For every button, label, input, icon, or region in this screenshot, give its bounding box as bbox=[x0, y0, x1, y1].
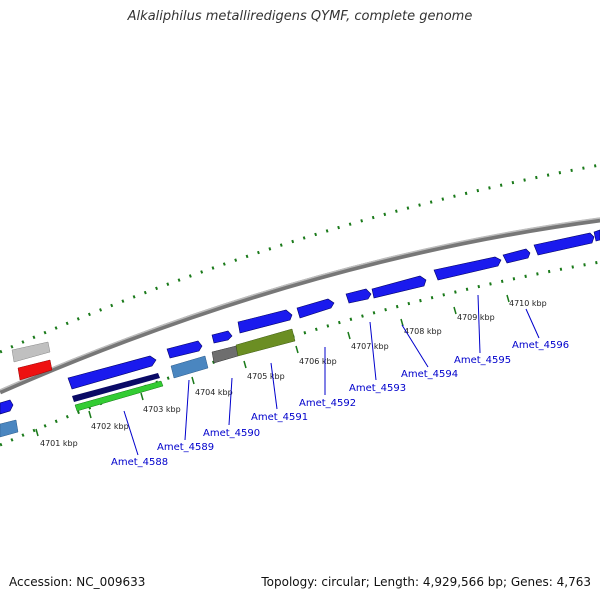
gene-label[interactable]: Amet_4590 bbox=[203, 428, 260, 439]
scale-label: 4708 kbp bbox=[404, 327, 442, 336]
gene-arrow[interactable] bbox=[433, 256, 502, 281]
gene-arrow[interactable] bbox=[593, 229, 600, 242]
gene-arrow[interactable] bbox=[502, 248, 531, 264]
gene-label[interactable]: Amet_4588 bbox=[111, 457, 168, 468]
scale-label: 4710 kbp bbox=[509, 299, 547, 308]
gene-leader-lines bbox=[123, 294, 540, 456]
gene-arrow[interactable] bbox=[0, 419, 19, 438]
gene-arrow[interactable] bbox=[11, 341, 51, 363]
gene-arrow[interactable] bbox=[72, 373, 160, 402]
scale-label: 4702 kbp bbox=[91, 422, 129, 431]
map-title: Alkaliphilus metalliredigens QYMF, compl… bbox=[127, 9, 473, 24]
scale-ticks bbox=[35, 294, 510, 437]
gene-label[interactable]: Amet_4593 bbox=[349, 383, 406, 394]
gene-arrow[interactable] bbox=[74, 380, 164, 412]
gene-arrow[interactable] bbox=[371, 275, 427, 299]
gene-arrow[interactable] bbox=[296, 298, 335, 319]
genome-backbone-highlight bbox=[0, 217, 600, 391]
scale-label: 4703 kbp bbox=[143, 405, 181, 414]
gene-arrow[interactable] bbox=[17, 359, 53, 381]
gene-label[interactable]: Amet_4595 bbox=[454, 355, 511, 366]
scale-label: 4709 kbp bbox=[457, 313, 495, 322]
gene-arrow[interactable] bbox=[235, 328, 296, 357]
accession-text: Accession: NC_009633 bbox=[9, 575, 146, 589]
genome-summary-text: Topology: circular; Length: 4,929,566 bp… bbox=[261, 575, 591, 589]
gene-arrow[interactable] bbox=[0, 399, 14, 415]
scale-label: 4704 kbp bbox=[195, 388, 233, 397]
scale-label: 4707 kbp bbox=[351, 342, 389, 351]
gene-arrow[interactable] bbox=[67, 355, 157, 390]
scale-labels: 4701 kbp 4702 kbp 4703 kbp 4704 kbp 4705… bbox=[40, 299, 547, 448]
gene-arrow[interactable] bbox=[237, 309, 293, 334]
gene-arrow[interactable] bbox=[345, 288, 372, 304]
gene-labels: Amet_4588 Amet_4589 Amet_4590 Amet_4591 … bbox=[111, 340, 569, 468]
gene-arrow[interactable] bbox=[211, 330, 233, 344]
genome-backbone bbox=[0, 217, 600, 395]
gene-arrow[interactable] bbox=[166, 340, 203, 359]
gene-arrow[interactable] bbox=[170, 355, 209, 379]
gene-label[interactable]: Amet_4591 bbox=[251, 412, 308, 423]
gene-arrow[interactable] bbox=[211, 345, 239, 364]
gene-arrow[interactable] bbox=[533, 232, 595, 256]
scale-label: 4706 kbp bbox=[299, 357, 337, 366]
gene-label[interactable]: Amet_4594 bbox=[401, 369, 458, 380]
feature-tracks bbox=[0, 328, 296, 438]
forward-strand-genes bbox=[0, 229, 600, 415]
gene-label[interactable]: Amet_4596 bbox=[512, 340, 569, 351]
gene-label[interactable]: Amet_4592 bbox=[299, 398, 356, 409]
scale-label: 4701 kbp bbox=[40, 439, 78, 448]
scale-label: 4705 kbp bbox=[247, 372, 285, 381]
gene-label[interactable]: Amet_4589 bbox=[157, 442, 214, 453]
